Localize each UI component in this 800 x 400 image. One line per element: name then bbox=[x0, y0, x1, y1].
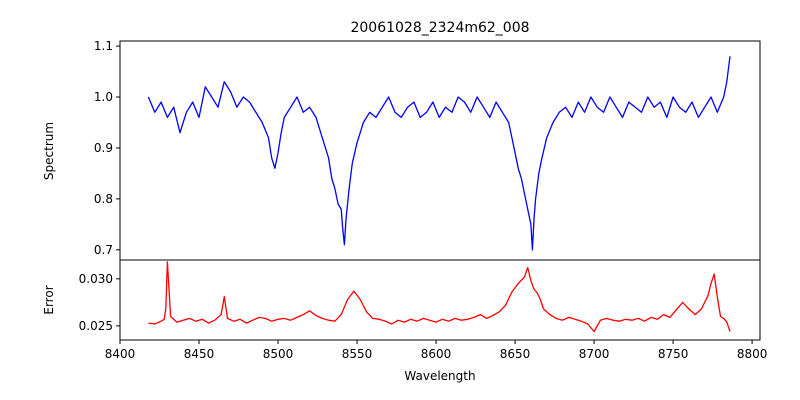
error-ytick-label: 0.030 bbox=[79, 272, 113, 286]
x-tick-label: 8500 bbox=[263, 347, 294, 361]
x-tick-label: 8600 bbox=[421, 347, 452, 361]
spectrum-y-ticks: 0.7 0.8 0.9 1.0 1.1 bbox=[94, 39, 120, 257]
x-tick-label: 8400 bbox=[105, 347, 136, 361]
error-series bbox=[148, 261, 731, 333]
x-tick-label: 8750 bbox=[658, 347, 689, 361]
spectrum-panel: 0.7 0.8 0.9 1.0 1.1 Spectrum bbox=[42, 39, 761, 261]
spectrum-ylabel: Spectrum bbox=[42, 122, 56, 180]
error-ytick-label: 0.025 bbox=[79, 319, 113, 333]
spectrum-line bbox=[147, 56, 731, 251]
spectrum-ytick-label: 0.8 bbox=[94, 192, 113, 206]
spectrum-ytick-label: 0.7 bbox=[94, 243, 113, 257]
x-tick-label: 8700 bbox=[579, 347, 610, 361]
x-tick-label: 8650 bbox=[500, 347, 531, 361]
spectrum-series bbox=[147, 56, 731, 251]
x-axis-ticks: 8400 8450 8500 8550 8600 8650 8700 8750 8800 bbox=[105, 340, 768, 361]
error-axes-frame bbox=[119, 259, 761, 341]
x-tick-label: 8550 bbox=[342, 347, 373, 361]
x-tick-label: 8800 bbox=[737, 347, 768, 361]
error-ylabel: Error bbox=[42, 285, 56, 314]
spectrum-ytick-label: 1.0 bbox=[94, 90, 113, 104]
chart-title: 20061028_2324m62_008 bbox=[350, 20, 529, 36]
x-tick-label: 8450 bbox=[184, 347, 215, 361]
error-panel: 0.025 0.030 Error bbox=[42, 259, 761, 341]
x-axis-label: Wavelength bbox=[404, 369, 475, 383]
error-y-ticks: 0.025 0.030 bbox=[79, 272, 120, 333]
spectrum-ytick-label: 0.9 bbox=[94, 141, 113, 155]
spectrum-ytick-label: 1.1 bbox=[94, 39, 113, 53]
error-line bbox=[148, 261, 731, 333]
spectrum-axes-frame bbox=[119, 40, 761, 261]
